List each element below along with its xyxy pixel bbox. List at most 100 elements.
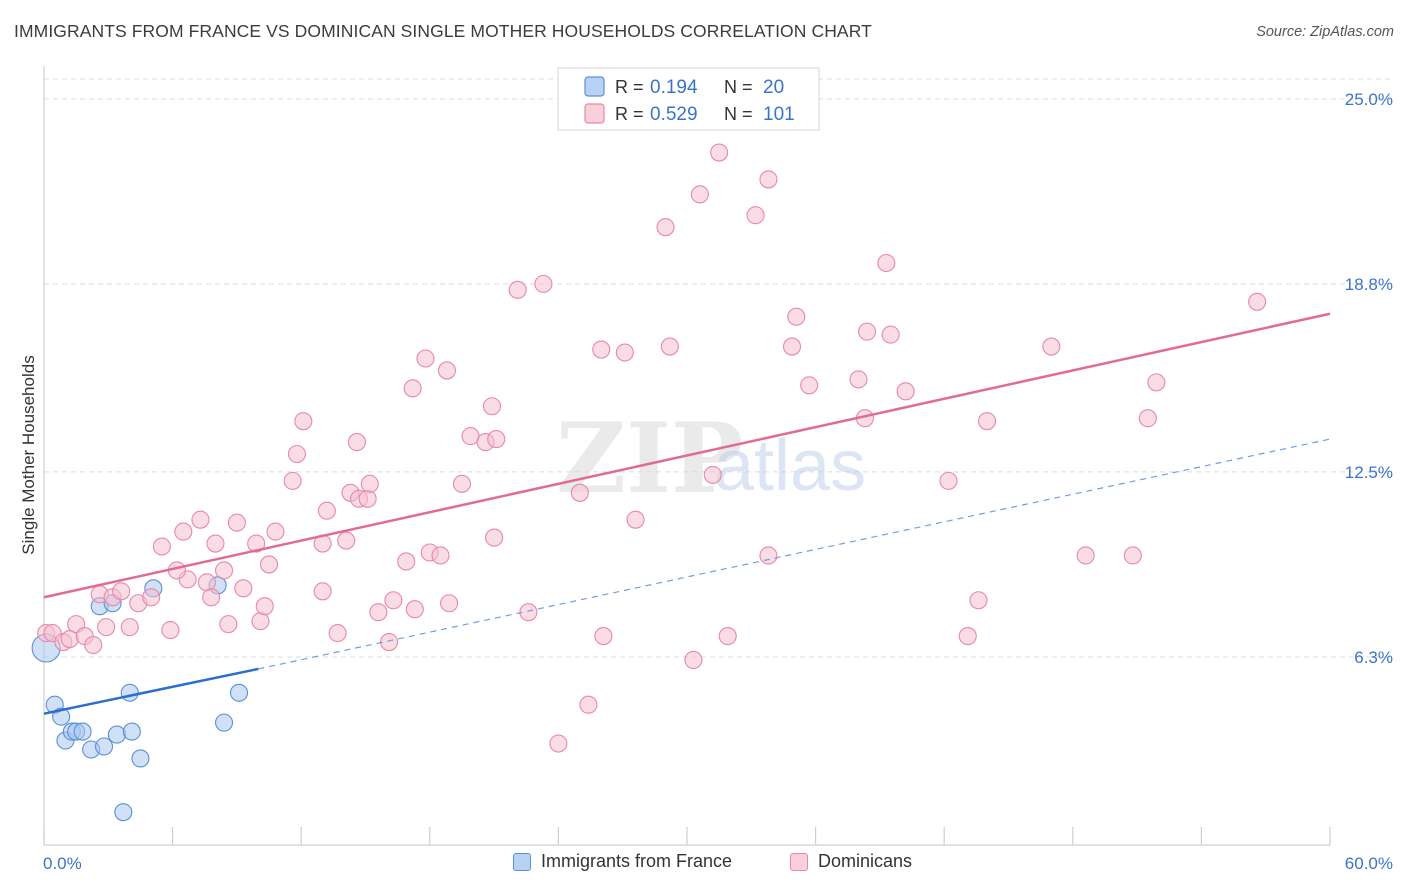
y-tick-label-3: 25.0% xyxy=(1345,90,1393,109)
point-pink-36 xyxy=(317,501,336,520)
point-blue-17 xyxy=(214,713,234,732)
point-pink-94 xyxy=(978,412,997,431)
point-pink-65 xyxy=(549,734,568,753)
point-pink-21 xyxy=(202,588,221,607)
point-pink-29 xyxy=(255,597,274,616)
point-pink-23 xyxy=(214,561,234,580)
point-blue-16 xyxy=(120,683,139,702)
point-pink-79 xyxy=(746,206,765,225)
point-pink-96 xyxy=(1076,546,1095,565)
series-blue-points xyxy=(31,576,249,822)
point-pink-11 xyxy=(120,618,139,637)
point-pink-71 xyxy=(626,510,645,529)
point-pink-26 xyxy=(234,579,253,598)
source-note: Source: ZipAtlas.com xyxy=(1256,24,1394,40)
point-pink-97 xyxy=(1123,546,1142,565)
point-pink-18 xyxy=(174,522,193,541)
point-blue-8 xyxy=(94,737,114,756)
point-pink-98 xyxy=(1138,409,1157,428)
point-blue-18 xyxy=(229,683,249,702)
legend-item-dominicans[interactable]: Dominicans xyxy=(790,851,912,872)
point-blue-10 xyxy=(122,722,141,741)
point-pink-76 xyxy=(703,465,722,484)
point-blue-2 xyxy=(52,707,71,726)
point-pink-77 xyxy=(710,143,729,162)
point-pink-38 xyxy=(328,624,347,643)
point-blue-19 xyxy=(114,803,133,822)
series-pink-points xyxy=(37,143,1267,753)
point-pink-82 xyxy=(782,337,802,356)
point-pink-24 xyxy=(219,615,238,634)
top-legend-swatch-1 xyxy=(584,103,605,124)
point-pink-73 xyxy=(660,337,679,356)
point-pink-14 xyxy=(161,621,180,640)
point-pink-60 xyxy=(485,528,504,547)
point-pink-90 xyxy=(896,382,915,401)
point-pink-6 xyxy=(84,635,103,655)
watermark-atlas: atlas xyxy=(714,426,866,506)
point-pink-51 xyxy=(405,600,424,619)
point-pink-78 xyxy=(718,627,737,646)
point-pink-75 xyxy=(690,185,709,204)
point-pink-59 xyxy=(482,397,502,416)
point-pink-37 xyxy=(313,582,332,601)
legend-swatch-blue xyxy=(513,852,531,871)
top-legend-n-value-0: 20 xyxy=(763,77,784,98)
point-pink-69 xyxy=(594,627,613,646)
top-legend-swatch-0 xyxy=(584,76,605,97)
legend-item-immigrants-from-france[interactable]: Immigrants from France xyxy=(513,851,732,872)
point-pink-93 xyxy=(969,591,988,610)
top-legend-r-label-1: R = xyxy=(615,104,644,124)
point-pink-33 xyxy=(287,444,306,464)
point-pink-89 xyxy=(881,325,900,344)
point-pink-74 xyxy=(684,650,703,670)
point-pink-46 xyxy=(380,632,399,652)
point-pink-67 xyxy=(579,695,598,714)
point-pink-25 xyxy=(227,513,246,532)
point-pink-48 xyxy=(397,552,416,571)
point-pink-47 xyxy=(384,591,403,610)
top-legend-r-value-0: 0.194 xyxy=(650,77,698,98)
y-axis-label: Single Mother Households xyxy=(19,355,38,554)
point-pink-87 xyxy=(857,322,877,341)
top-legend-n-value-1: 101 xyxy=(763,104,795,125)
point-pink-55 xyxy=(440,594,459,613)
point-pink-19 xyxy=(191,510,210,529)
y-tick-label-0: 6.3% xyxy=(1354,648,1393,667)
point-pink-91 xyxy=(939,471,958,490)
point-blue-6 xyxy=(73,722,92,741)
point-pink-68 xyxy=(592,340,611,359)
legend-label-immigrants-from-france: Immigrants from France xyxy=(541,851,733,871)
top-legend-n-label-0: N = xyxy=(724,77,753,97)
point-pink-32 xyxy=(283,471,302,490)
top-legend-r-label-0: R = xyxy=(615,77,644,97)
legend-swatch-pink xyxy=(790,852,808,871)
y-tick-label-2: 18.8% xyxy=(1345,275,1393,294)
point-pink-80 xyxy=(759,546,778,565)
point-pink-43 xyxy=(358,489,377,508)
point-pink-44 xyxy=(360,474,379,493)
point-pink-8 xyxy=(97,618,116,637)
point-pink-72 xyxy=(656,218,675,237)
point-pink-88 xyxy=(877,253,896,273)
point-pink-100 xyxy=(1248,292,1267,311)
point-pink-57 xyxy=(461,427,480,446)
point-pink-45 xyxy=(369,603,388,622)
trendline-blue-extension xyxy=(258,438,1331,670)
point-pink-64 xyxy=(534,274,553,293)
point-pink-95 xyxy=(1042,337,1061,356)
point-pink-66 xyxy=(570,483,589,502)
point-pink-92 xyxy=(958,627,977,646)
point-pink-20 xyxy=(197,573,216,592)
point-pink-39 xyxy=(337,531,356,550)
point-pink-54 xyxy=(437,361,456,380)
point-pink-53 xyxy=(431,546,450,565)
point-pink-99 xyxy=(1147,373,1166,392)
top-legend-n-label-1: N = xyxy=(724,104,753,124)
point-pink-81 xyxy=(759,170,778,189)
point-pink-61 xyxy=(487,430,506,449)
point-pink-50 xyxy=(416,349,435,368)
point-pink-63 xyxy=(519,603,538,622)
trendline-blue xyxy=(43,667,259,715)
